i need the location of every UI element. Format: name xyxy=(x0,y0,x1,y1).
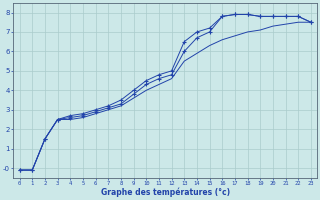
X-axis label: Graphe des températures (°c): Graphe des températures (°c) xyxy=(101,188,230,197)
